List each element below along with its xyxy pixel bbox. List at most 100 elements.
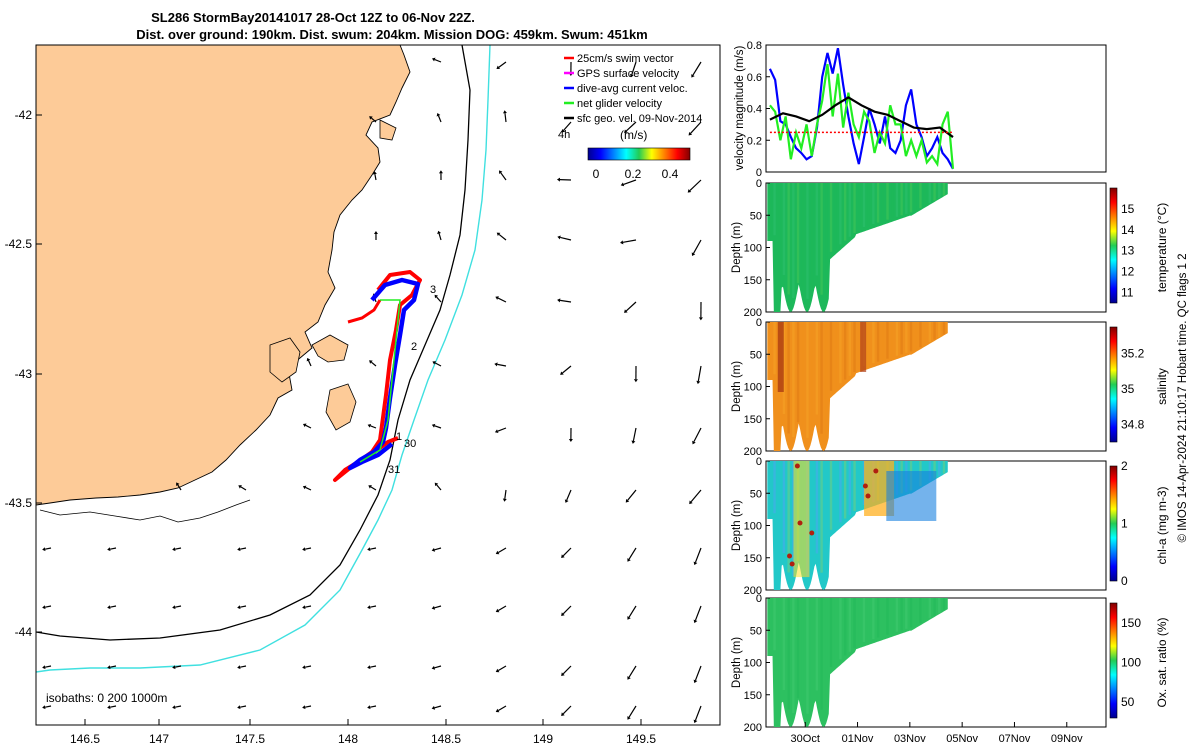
map-xtick-label: 148	[338, 732, 358, 746]
section-streak	[839, 183, 842, 245]
current-arrow	[498, 605, 507, 612]
section-streak	[829, 322, 833, 391]
section-streak	[895, 598, 899, 632]
current-arrow	[563, 121, 572, 131]
current-arrow	[628, 705, 637, 718]
section-streak	[876, 183, 880, 223]
section-streak	[928, 598, 932, 619]
section-streak	[860, 322, 867, 372]
current-arrow	[239, 705, 247, 708]
current-arrow-head	[42, 665, 46, 670]
time-axis: 30Oct 01Nov 03Nov 05Nov 07Nov 09Nov	[791, 722, 1083, 745]
colorbar-title: chl-a (mg m-3)	[1155, 486, 1169, 564]
legend-label: GPS surface velocity	[577, 68, 680, 80]
isobath-200	[36, 45, 471, 641]
current-arrow-head	[431, 665, 436, 670]
section-streak	[787, 461, 790, 573]
track-label-30: 30	[404, 438, 416, 450]
current-arrow-head	[437, 230, 442, 235]
current-arrow-head	[367, 705, 371, 710]
colorbar-tick-label: 50	[1121, 695, 1135, 709]
section-streak	[768, 598, 772, 651]
current-arrow-head	[369, 360, 373, 364]
current-arrow	[374, 173, 377, 181]
current-arrow-head	[302, 485, 307, 490]
current-arrow-head	[369, 116, 373, 120]
current-arrow	[504, 489, 507, 499]
section-streak	[787, 322, 790, 434]
section-streak	[886, 322, 889, 359]
section-streak	[820, 183, 823, 295]
section-streak	[891, 598, 894, 634]
section-streak	[792, 322, 795, 438]
island-1	[269, 337, 301, 383]
section-streak	[806, 322, 809, 438]
current-arrow-head	[302, 665, 306, 670]
current-arrow	[307, 360, 312, 367]
current-arrow-head	[367, 605, 371, 610]
current-arrow	[370, 425, 377, 429]
colorbar-tick-1: 0.2	[625, 167, 642, 181]
current-arrow	[497, 297, 507, 303]
current-arrow	[436, 484, 442, 491]
colorbar-title: temperature (°C)	[1155, 203, 1169, 293]
section-streak	[768, 322, 772, 375]
current-arrow	[174, 665, 182, 668]
island-2	[311, 334, 349, 363]
section-streak	[829, 598, 833, 667]
current-arrow	[174, 547, 182, 550]
colorbar-tick-label: 35.2	[1121, 347, 1145, 361]
island-3	[379, 119, 397, 141]
chl-dot	[787, 553, 793, 559]
section-streak	[938, 322, 941, 338]
map-xtick-label: 147.5	[235, 732, 265, 746]
current-arrow	[434, 425, 442, 429]
current-arrow	[628, 605, 637, 618]
section-streak	[923, 322, 927, 345]
section-streak	[796, 598, 800, 699]
section-streak	[848, 183, 852, 237]
current-arrow-head	[302, 423, 307, 428]
section-streak	[796, 183, 800, 284]
current-arrow-head	[494, 429, 499, 434]
section-streak	[773, 461, 776, 514]
current-arrow-head	[561, 672, 565, 676]
section-streak	[876, 598, 880, 638]
current-arrow	[304, 547, 312, 550]
section-streak	[853, 461, 856, 512]
current-arrow-head	[627, 716, 631, 720]
time-tick-label: 09Nov	[1051, 733, 1083, 745]
current-arrow-head	[625, 498, 630, 503]
current-arrow	[566, 489, 572, 501]
section-ytick-label: 150	[744, 414, 762, 426]
section-streak	[891, 183, 894, 219]
section-streak	[914, 183, 917, 211]
current-arrow	[304, 605, 312, 608]
section-oxygen: 0 50 100 150 200 Depth (m) 50 100 150 Ox. sat. ra…	[731, 593, 1169, 734]
section-streak	[839, 461, 842, 523]
section-streak	[862, 598, 866, 643]
current-arrow	[434, 362, 442, 367]
section-streak	[778, 461, 781, 578]
current-arrow-head	[107, 605, 111, 610]
current-arrow-head	[627, 558, 631, 562]
section-streak	[825, 322, 828, 437]
section-streak	[782, 183, 786, 276]
current-arrow-head	[627, 676, 631, 680]
section-streak	[801, 322, 804, 426]
current-arrow-head	[689, 500, 693, 505]
map-ytick-label: -43	[15, 367, 33, 381]
section-streak	[820, 461, 823, 573]
section-streak	[933, 461, 936, 479]
section-streak	[810, 322, 814, 432]
section-streak	[834, 183, 837, 249]
section-streak	[886, 471, 937, 521]
section-ytick-label: 0	[756, 178, 762, 190]
current-arrow	[369, 547, 377, 550]
current-arrow-head	[432, 361, 436, 365]
section-streak	[938, 461, 941, 477]
current-arrow-head	[557, 235, 561, 240]
vel-ytick-label: 0.4	[747, 104, 762, 116]
colorbar-tick-label: 2	[1121, 459, 1128, 473]
current-arrow	[44, 547, 52, 550]
